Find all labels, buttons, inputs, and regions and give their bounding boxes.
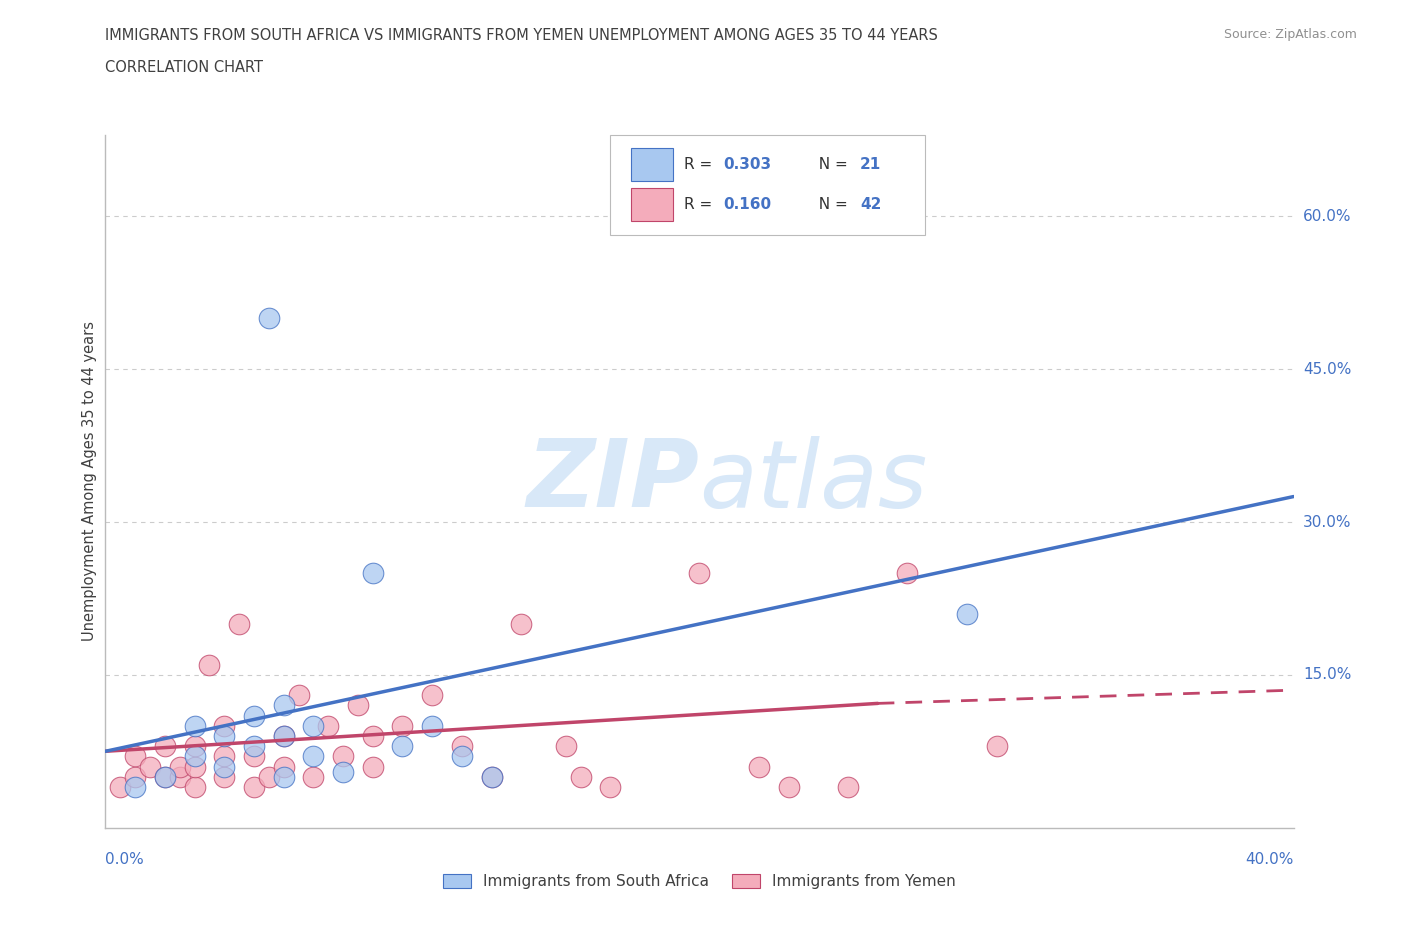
Point	[748, 759, 770, 774]
Point	[169, 759, 191, 774]
Point	[243, 749, 266, 764]
Text: N =: N =	[808, 196, 852, 212]
Point	[554, 738, 576, 753]
Point	[124, 749, 146, 764]
Point	[257, 769, 280, 784]
Y-axis label: Unemployment Among Ages 35 to 44 years: Unemployment Among Ages 35 to 44 years	[82, 321, 97, 642]
Text: 0.303: 0.303	[723, 157, 772, 172]
Point	[956, 606, 979, 621]
Point	[302, 749, 325, 764]
Text: atlas: atlas	[700, 436, 928, 526]
Point	[510, 617, 533, 631]
Point	[302, 769, 325, 784]
Point	[347, 698, 370, 713]
Point	[183, 779, 205, 794]
Point	[273, 759, 295, 774]
Point	[228, 617, 250, 631]
Point	[243, 779, 266, 794]
Point	[124, 769, 146, 784]
Point	[214, 728, 236, 743]
Point	[896, 565, 918, 580]
Point	[391, 738, 413, 753]
Point	[214, 759, 236, 774]
Text: R =: R =	[685, 157, 717, 172]
Point	[243, 738, 266, 753]
Point	[361, 728, 384, 743]
Point	[302, 718, 325, 733]
FancyBboxPatch shape	[630, 188, 673, 220]
Point	[420, 688, 443, 703]
Point	[110, 779, 132, 794]
Point	[153, 769, 176, 784]
Point	[481, 769, 503, 784]
Point	[153, 738, 176, 753]
Point	[420, 718, 443, 733]
Text: ZIP: ZIP	[527, 435, 700, 527]
Text: 21: 21	[860, 157, 882, 172]
Point	[316, 718, 339, 733]
Point	[332, 749, 354, 764]
Text: R =: R =	[685, 196, 717, 212]
Point	[183, 749, 205, 764]
FancyBboxPatch shape	[630, 148, 673, 181]
Text: 40.0%: 40.0%	[1246, 852, 1294, 867]
Point	[183, 759, 205, 774]
Point	[183, 738, 205, 753]
Point	[273, 728, 295, 743]
Point	[214, 749, 236, 764]
Point	[599, 779, 621, 794]
Text: 0.160: 0.160	[723, 196, 772, 212]
Point	[153, 769, 176, 784]
Text: 30.0%: 30.0%	[1303, 514, 1351, 529]
Point	[124, 779, 146, 794]
Text: CORRELATION CHART: CORRELATION CHART	[105, 60, 263, 75]
FancyBboxPatch shape	[610, 135, 925, 235]
Text: Source: ZipAtlas.com: Source: ZipAtlas.com	[1223, 28, 1357, 41]
Text: 0.0%: 0.0%	[105, 852, 145, 867]
Point	[139, 759, 162, 774]
Point	[391, 718, 413, 733]
Point	[214, 718, 236, 733]
Point	[361, 565, 384, 580]
Point	[986, 738, 1008, 753]
Point	[273, 728, 295, 743]
Point	[214, 769, 236, 784]
Point	[198, 658, 221, 672]
Point	[273, 698, 295, 713]
Text: 15.0%: 15.0%	[1303, 668, 1351, 683]
Point	[287, 688, 309, 703]
Text: 42: 42	[860, 196, 882, 212]
Text: N =: N =	[808, 157, 852, 172]
Point	[689, 565, 711, 580]
Point	[332, 764, 354, 779]
Point	[450, 749, 472, 764]
Point	[837, 779, 859, 794]
Point	[361, 759, 384, 774]
Point	[169, 769, 191, 784]
Text: 60.0%: 60.0%	[1303, 209, 1351, 224]
Point	[183, 718, 205, 733]
Text: 45.0%: 45.0%	[1303, 362, 1351, 377]
Legend: Immigrants from South Africa, Immigrants from Yemen: Immigrants from South Africa, Immigrants…	[443, 874, 956, 889]
Point	[481, 769, 503, 784]
Point	[273, 769, 295, 784]
Point	[450, 738, 472, 753]
Point	[257, 311, 280, 325]
Text: IMMIGRANTS FROM SOUTH AFRICA VS IMMIGRANTS FROM YEMEN UNEMPLOYMENT AMONG AGES 35: IMMIGRANTS FROM SOUTH AFRICA VS IMMIGRAN…	[105, 28, 938, 43]
Point	[778, 779, 800, 794]
Point	[569, 769, 592, 784]
Point	[243, 708, 266, 723]
